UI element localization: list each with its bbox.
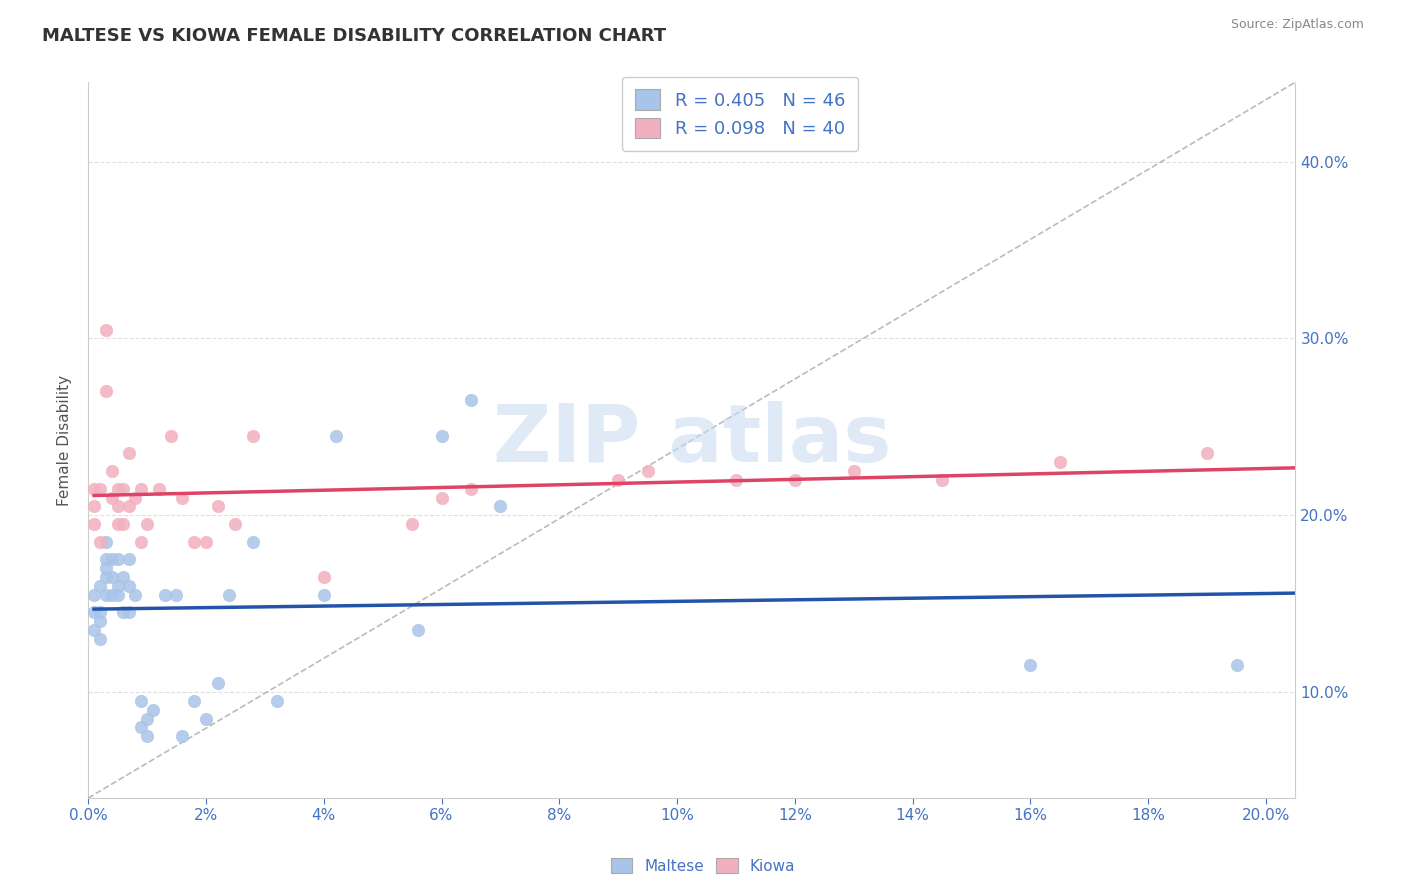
Point (153, 588, 176, 602)
Point (460, 393, 482, 408)
Point (118, 579, 141, 593)
Point (112, 570, 135, 584)
Point (430, 428, 453, 442)
Point (100, 552, 122, 566)
Point (94, 534, 117, 549)
Point (124, 491, 146, 505)
Point (129, 482, 152, 496)
Point (401, 517, 423, 532)
Point (124, 588, 146, 602)
Point (489, 500, 512, 514)
Point (112, 517, 135, 532)
Point (89, 534, 111, 549)
Point (166, 588, 188, 602)
Point (136, 517, 159, 532)
Point (100, 464, 122, 478)
Point (724, 473, 747, 487)
Point (129, 534, 152, 549)
Point (107, 500, 129, 514)
Point (112, 482, 135, 496)
Point (406, 623, 429, 637)
Point (94, 323, 117, 337)
Point (142, 703, 165, 717)
Point (83, 588, 105, 602)
Point (242, 534, 264, 549)
Point (460, 482, 482, 496)
Point (100, 570, 122, 584)
Legend: Maltese, Kiowa: Maltese, Kiowa (605, 852, 801, 880)
Point (325, 428, 347, 442)
Point (100, 588, 122, 602)
Point (842, 464, 865, 478)
Point (83, 606, 105, 620)
Point (118, 446, 141, 460)
Point (242, 428, 264, 442)
Point (118, 606, 141, 620)
Point (172, 491, 194, 505)
Point (637, 464, 659, 478)
Point (194, 712, 217, 726)
Point (159, 428, 181, 442)
Point (83, 623, 105, 637)
Point (607, 473, 630, 487)
Point (931, 473, 953, 487)
Point (83, 482, 105, 496)
Point (94, 561, 117, 575)
Point (89, 615, 111, 629)
Point (172, 729, 194, 743)
Point (224, 517, 246, 532)
Point (783, 473, 806, 487)
Point (89, 606, 111, 620)
Point (83, 517, 105, 532)
Point (89, 482, 111, 496)
Point (1225, 658, 1247, 673)
Point (136, 712, 159, 726)
Point (107, 588, 129, 602)
Point (207, 676, 229, 690)
Point (107, 482, 129, 496)
Point (94, 588, 117, 602)
Point (183, 694, 205, 708)
Point (89, 579, 111, 593)
Point (94, 552, 117, 566)
Point (183, 534, 205, 549)
Point (194, 534, 217, 549)
Point (107, 552, 129, 566)
Point (83, 500, 105, 514)
Point (207, 500, 229, 514)
Text: MALTESE VS KIOWA FEMALE DISABILITY CORRELATION CHART: MALTESE VS KIOWA FEMALE DISABILITY CORRE… (42, 27, 666, 45)
Point (218, 588, 240, 602)
Point (118, 500, 141, 514)
Point (94, 384, 117, 399)
Point (112, 606, 135, 620)
Point (107, 579, 129, 593)
Legend: R = 0.405   N = 46, R = 0.098   N = 40: R = 0.405 N = 46, R = 0.098 N = 40 (623, 77, 858, 151)
Point (118, 552, 141, 566)
Point (136, 729, 159, 743)
Point (100, 491, 122, 505)
Point (266, 694, 288, 708)
Text: ZIP atlas: ZIP atlas (492, 401, 891, 479)
Point (89, 632, 111, 646)
Point (312, 588, 335, 602)
Point (129, 694, 152, 708)
Y-axis label: Female Disability: Female Disability (58, 375, 72, 506)
Point (312, 570, 335, 584)
Point (148, 482, 170, 496)
Text: Source: ZipAtlas.com: Source: ZipAtlas.com (1230, 18, 1364, 31)
Point (430, 491, 453, 505)
Point (1049, 455, 1071, 469)
Point (1197, 446, 1219, 460)
Point (94, 570, 117, 584)
Point (1019, 658, 1042, 673)
Point (107, 517, 129, 532)
Point (129, 720, 152, 734)
